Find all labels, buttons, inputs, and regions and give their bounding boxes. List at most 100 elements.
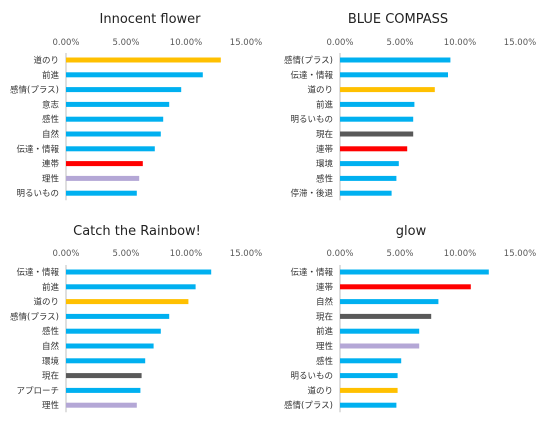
- bar: [66, 175, 140, 181]
- category-label: 伝達・情報: [16, 144, 59, 155]
- bar: [66, 190, 137, 196]
- chart-0: Innocent flower 0.00% 5.00% 10.00% 15.00% 道のり…: [10, 12, 262, 201]
- bar: [340, 116, 414, 122]
- bar: [66, 101, 170, 107]
- x-tick-label: 15.00%: [504, 38, 536, 48]
- category-label: アプローチ: [16, 386, 59, 396]
- chart-1: BLUE COMPASS 0.00% 5.00% 10.00% 15.00% 感情(プラス…: [284, 12, 536, 201]
- category-label: 伝達・情報: [290, 70, 333, 81]
- bar: [340, 175, 397, 181]
- category-label: 理性: [42, 400, 60, 411]
- x-tick-label: 10.00%: [444, 249, 476, 259]
- x-tick-label: 0.00%: [326, 249, 353, 259]
- category-label: 前進: [42, 70, 60, 81]
- bar: [340, 57, 451, 63]
- x-tick-label: 10.00%: [170, 38, 202, 48]
- category-label: 感情(プラス): [284, 55, 333, 66]
- x-tick-label: 5.00%: [112, 38, 139, 48]
- x-tick-label: 10.00%: [444, 38, 476, 48]
- category-label: 理性: [42, 173, 60, 184]
- bar: [340, 373, 398, 379]
- bar: [66, 299, 189, 305]
- bar: [340, 402, 397, 408]
- bar: [66, 146, 155, 152]
- category-label: 前進: [316, 326, 334, 337]
- category-label: 感情(プラス): [10, 85, 59, 96]
- category-label: 感性: [42, 114, 60, 125]
- category-label: 現在: [42, 371, 59, 382]
- bar: [66, 161, 143, 167]
- category-label: 道のり: [307, 385, 333, 396]
- chart-2: Catch the Rainbow! 0.00% 5.00% 10.00% 15.00%…: [10, 224, 262, 413]
- bar: [340, 131, 414, 137]
- bar: [66, 269, 212, 275]
- bar: [66, 343, 154, 349]
- x-tick-label: 0.00%: [52, 249, 79, 259]
- bar: [66, 284, 196, 290]
- bar: [66, 402, 137, 408]
- category-label: 伝達・情報: [16, 267, 59, 278]
- x-tick-label: 15.00%: [504, 249, 536, 259]
- bar: [340, 343, 420, 349]
- bar: [340, 72, 448, 78]
- category-label: 自然: [42, 341, 60, 352]
- category-label: 道のり: [307, 85, 333, 96]
- bar: [66, 313, 170, 319]
- x-tick-label: 15.00%: [230, 38, 262, 48]
- category-label: 道のり: [33, 55, 59, 66]
- x-tick-label: 0.00%: [326, 38, 353, 48]
- category-label: 道のり: [33, 297, 59, 308]
- category-label: 理性: [316, 341, 334, 352]
- bar: [340, 87, 435, 93]
- x-tick-label: 5.00%: [386, 249, 413, 259]
- category-label: 感性: [42, 326, 60, 337]
- category-label: 連帯: [316, 144, 334, 155]
- category-label: 前進: [316, 99, 334, 110]
- x-tick-label: 5.00%: [386, 38, 413, 48]
- bar: [340, 161, 399, 167]
- bar: [340, 299, 439, 305]
- bar: [66, 373, 142, 379]
- category-label: 現在: [316, 311, 333, 322]
- x-tick-label: 5.00%: [112, 249, 139, 259]
- chart-title: BLUE COMPASS: [348, 12, 448, 27]
- bar: [66, 387, 141, 393]
- category-label: 伝達・情報: [290, 267, 333, 278]
- bar: [66, 87, 182, 93]
- bar: [340, 101, 415, 107]
- category-label: 現在: [316, 129, 333, 140]
- category-label: 環境: [316, 159, 334, 170]
- category-label: 明るいもの: [16, 189, 59, 199]
- bar: [66, 72, 203, 78]
- category-label: 明るいもの: [290, 115, 333, 125]
- category-label: 連帯: [316, 282, 334, 293]
- category-label: 意志: [42, 99, 60, 110]
- category-label: 自然: [316, 297, 334, 308]
- bar: [66, 116, 164, 122]
- bar: [340, 269, 489, 275]
- category-label: 環境: [42, 356, 60, 367]
- category-label: 感性: [316, 356, 334, 367]
- bar: [340, 190, 392, 196]
- chart-title: Catch the Rainbow!: [73, 224, 201, 239]
- chart-3: glow 0.00% 5.00% 10.00% 15.00% 伝達・情報連帯自然現在前進理…: [284, 224, 536, 413]
- x-tick-label: 10.00%: [170, 249, 202, 259]
- bar: [66, 57, 221, 63]
- category-label: 自然: [42, 129, 60, 140]
- category-label: 感情(プラス): [284, 400, 333, 411]
- chart-title: Innocent flower: [100, 12, 202, 27]
- bar: [340, 387, 398, 393]
- x-tick-label: 0.00%: [52, 38, 79, 48]
- category-label: 前進: [42, 282, 60, 293]
- category-label: 連帯: [42, 159, 60, 170]
- bar: [66, 328, 161, 334]
- bar: [340, 328, 420, 334]
- category-label: 感性: [316, 173, 334, 184]
- x-tick-label: 15.00%: [230, 249, 262, 259]
- bar: [340, 313, 432, 319]
- bar: [340, 146, 408, 152]
- chart-title: glow: [396, 224, 427, 239]
- bar: [66, 131, 161, 137]
